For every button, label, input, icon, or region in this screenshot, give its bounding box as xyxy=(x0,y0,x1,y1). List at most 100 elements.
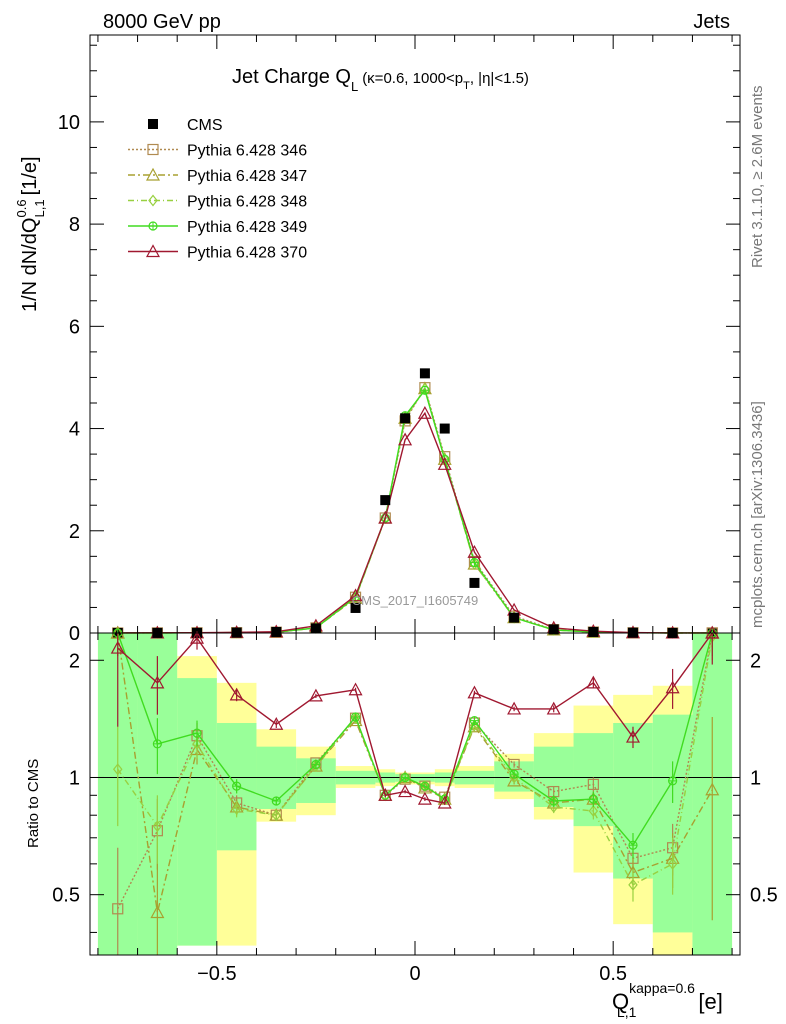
ratio-series-4-point-16 xyxy=(665,680,680,694)
data-point-7 xyxy=(380,495,391,506)
data-point-10 xyxy=(439,423,450,434)
ratio-series-2-point-1 xyxy=(152,820,163,833)
xlabel-main: Q xyxy=(612,989,629,1014)
legend-marker-data xyxy=(148,119,158,129)
ratio-series-2-point-4 xyxy=(271,809,282,822)
ratio-series-line-1 xyxy=(117,632,713,913)
ratio-y-axis-label: Ratio to CMS xyxy=(25,759,42,848)
legend-marker-4 xyxy=(145,244,161,258)
legend-label-0: Pythia 6.428 346 xyxy=(187,143,307,160)
main-series-4-point-6 xyxy=(348,588,363,602)
yr-tick-label-l-0: 0.5 xyxy=(52,885,80,907)
ratio-series-2-point-13 xyxy=(548,801,559,813)
ratio-series-2-point-0 xyxy=(112,763,123,776)
ratio-series-2-point-14 xyxy=(588,805,599,817)
legend-label-1: Pythia 6.428 347 xyxy=(187,168,307,185)
legend-entry-0: Pythia 6.428 346 xyxy=(128,143,307,160)
ratio-series-4-point-15 xyxy=(625,729,640,743)
main-series-4-point-10 xyxy=(437,457,452,470)
ym-tick-label-5: 10 xyxy=(58,112,80,134)
ratio-series-4-point-11 xyxy=(467,685,482,699)
band-green-2 xyxy=(177,678,217,946)
legend-label-3: Pythia 6.428 349 xyxy=(187,219,307,236)
data-point-8 xyxy=(400,413,411,424)
ratio-series-4-point-14 xyxy=(586,675,601,689)
main-series-4-point-9 xyxy=(417,405,432,419)
yr-tick-label-r-2: 2 xyxy=(750,650,761,672)
legend-entry-3: Pythia 6.428 349 xyxy=(128,219,307,236)
legend: CMS Pythia 6.428 346 Pythia 6.428 347 Pythi… xyxy=(128,117,307,262)
data-point-9 xyxy=(419,368,430,379)
ym-tick-label-0: 0 xyxy=(69,623,80,645)
ratio-series-4-point-12 xyxy=(507,701,522,715)
axis-ticks xyxy=(90,35,740,955)
band-green-16 xyxy=(652,714,693,933)
ratio-series-4-point-8 xyxy=(398,784,413,798)
title-end: , |η|<1.5) xyxy=(470,70,529,87)
xlabel-sub: L,1 xyxy=(617,1004,637,1020)
legend-marker-0 xyxy=(147,143,159,156)
ratio-series-4-point-9 xyxy=(417,791,432,805)
ratio-series-4-point-0 xyxy=(110,640,125,654)
ratio-series-0-point-12 xyxy=(508,758,520,771)
watermark: CMS_2017_I1605749 xyxy=(352,593,479,608)
ratio-series-line-4 xyxy=(117,632,713,804)
side-label-mcplots: mcplots.cern.ch [arXiv:1306.3436] xyxy=(749,401,766,628)
header-right: Jets xyxy=(693,11,730,33)
ym-tick-label-3: 6 xyxy=(69,316,80,338)
title-rest: (κ=0.6, 1000<p xyxy=(362,70,463,87)
side-label-rivet: Rivet 3.1.10, ≥ 2.6M events xyxy=(749,86,766,269)
main-series-line-4 xyxy=(117,411,713,634)
data-point-6 xyxy=(350,602,361,613)
ylabel-main: 1/N dN/dQ xyxy=(19,218,41,312)
legend-entry-2: Pythia 6.428 348 xyxy=(128,194,307,211)
ratio-series-0-point-0 xyxy=(112,903,124,915)
ym-tick-label-1: 2 xyxy=(69,521,80,543)
legend-label-4: Pythia 6.428 370 xyxy=(187,245,307,262)
legend-marker-2 xyxy=(148,194,158,207)
data-point-5 xyxy=(310,623,321,634)
xlabel-unit: [e] xyxy=(698,989,722,1014)
ratio-series-4-point-13 xyxy=(546,701,561,715)
x-tick-label-2: 0.5 xyxy=(599,963,627,985)
axis-tick-labels: −0.5 0 0.5 0 2 4 6 8 10 0.5 0.5 1 1 2 2 xyxy=(52,112,778,985)
legend-marker-1 xyxy=(145,167,161,181)
main-series-4-point-8 xyxy=(398,432,413,446)
ratio-uncertainty-bands xyxy=(97,633,733,955)
ym-tick-label-2: 4 xyxy=(69,419,80,441)
data-point-11 xyxy=(469,577,480,588)
ylabel-sup: 0.6 xyxy=(14,199,29,217)
ratio-series-4-point-2 xyxy=(190,630,205,644)
ratio-series-2-point-16 xyxy=(667,857,678,870)
ratio-series-2-point-2 xyxy=(192,737,202,750)
ratio-series-4 xyxy=(110,625,720,809)
legend-entry-1: Pythia 6.428 347 xyxy=(128,167,307,185)
data-point-4 xyxy=(271,626,282,637)
main-series-4-point-7 xyxy=(378,510,393,524)
yr-tick-label-r-1: 1 xyxy=(750,767,761,789)
title-sub: L xyxy=(351,79,358,94)
ratio-series-4-point-6 xyxy=(348,682,363,696)
x-tick-label-1: 0 xyxy=(409,963,420,985)
x-tick-label-0: −0.5 xyxy=(197,963,236,985)
ylabel-sub: L,1 xyxy=(32,199,47,217)
title-sub2: T xyxy=(463,80,470,92)
ratio-series-4-point-10 xyxy=(437,795,452,809)
ratio-series-2-point-8 xyxy=(400,771,410,784)
ratio-series-1-point-17 xyxy=(705,782,720,796)
plot-title: Jet Charge QL (κ=0.6, 1000<pT, |η|<1.5) xyxy=(232,66,529,94)
legend-label-data: CMS xyxy=(187,117,223,134)
ratio-series-0-point-14 xyxy=(587,778,599,790)
header-left: 8000 GeV pp xyxy=(103,11,221,33)
ym-tick-label-4: 8 xyxy=(69,214,80,236)
yr-tick-label-l-2: 2 xyxy=(69,650,80,672)
data-point-13 xyxy=(548,624,559,635)
yr-tick-label-r-0: 0.5 xyxy=(750,885,778,907)
data-point-14 xyxy=(588,626,599,637)
legend-label-2: Pythia 6.428 348 xyxy=(187,194,307,211)
ratio-series-2-point-3 xyxy=(231,803,242,815)
ratio-series-line-3 xyxy=(117,632,713,847)
ylabel-unit: [1/e] xyxy=(19,156,41,195)
data-point-12 xyxy=(509,612,520,623)
ratio-series-4-point-1 xyxy=(150,675,165,689)
